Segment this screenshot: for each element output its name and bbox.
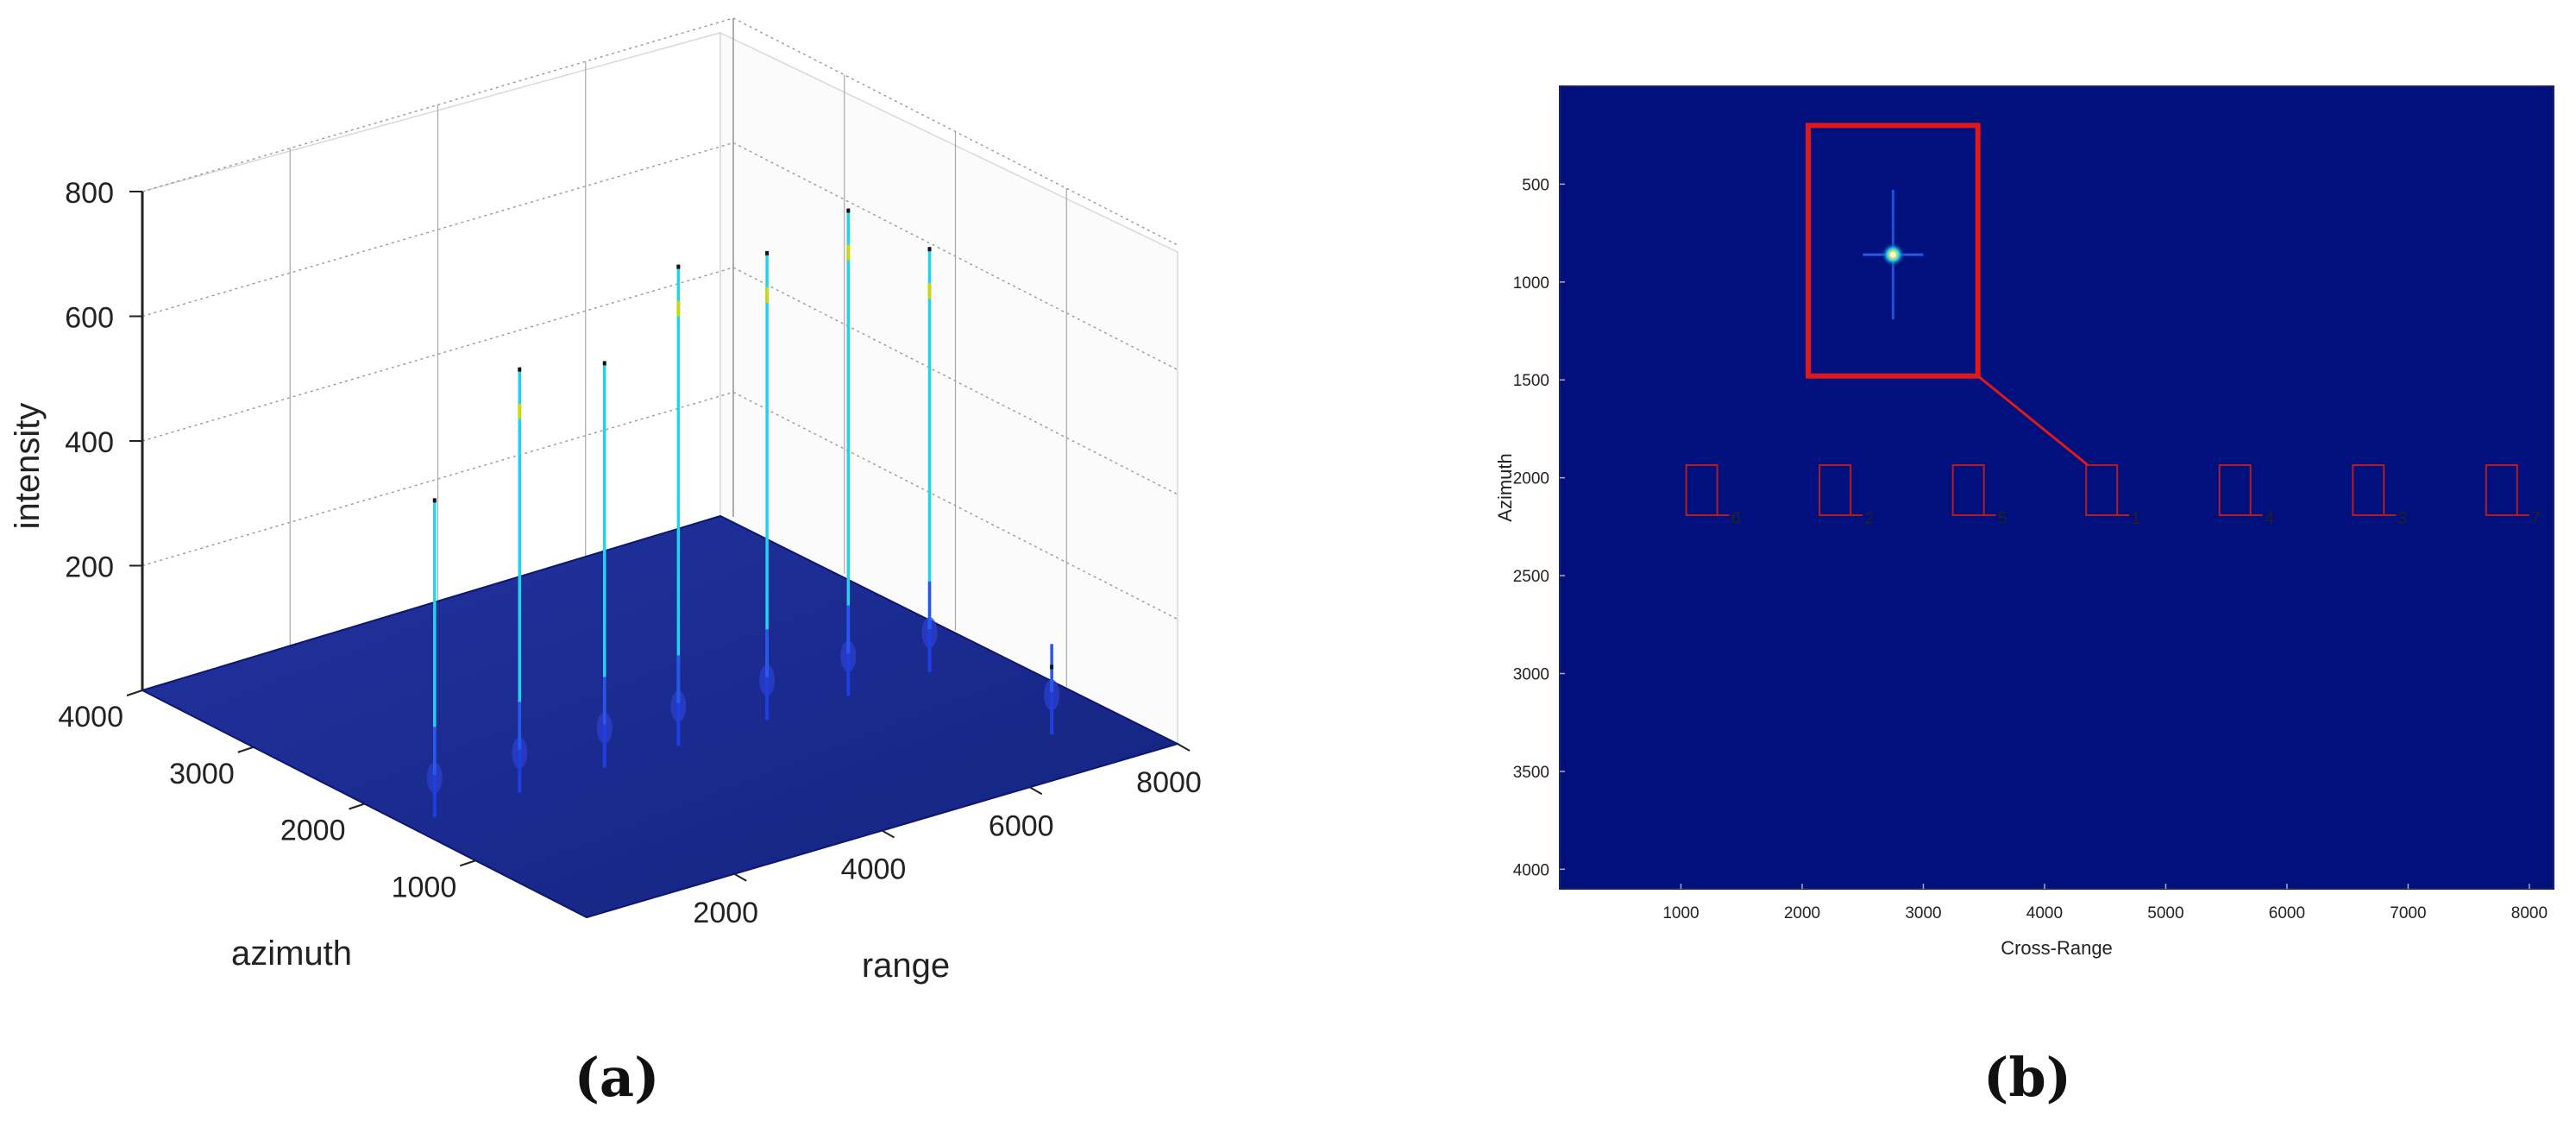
- cross-range-tick-label: 2000: [1784, 904, 1820, 922]
- azimuth-tick-label: 4000: [58, 701, 123, 733]
- z-axis-ticks: 200 400 600 800: [65, 177, 142, 584]
- target-label: 5: [1998, 509, 2007, 528]
- z-tick-label: 600: [65, 302, 114, 335]
- surface-peak: [1050, 644, 1054, 735]
- target-label: 4: [2265, 509, 2274, 528]
- cross-range-axis-ticks: 1000 2000 3000 4000 5000 6000 7000 8000: [1662, 884, 2548, 922]
- target-label: 2: [1864, 509, 1874, 528]
- target-box: 4: [2218, 464, 2274, 528]
- surface-peak: [927, 247, 932, 672]
- cross-range-tick-label: 6000: [2269, 904, 2305, 922]
- target-label: 3: [2397, 509, 2407, 528]
- cross-range-tick-label: 3000: [1905, 904, 1941, 922]
- azimuth-tick-mark: [126, 689, 143, 696]
- azimuth-tick-label-b: 3500: [1513, 764, 1549, 782]
- range-tick-mark: [1177, 743, 1191, 752]
- surface-peaks: [432, 208, 1054, 818]
- range-tick-label: 2000: [693, 897, 758, 929]
- azimuth-tick-label-b: 1500: [1513, 372, 1549, 390]
- range-tick-mark: [733, 872, 747, 882]
- heatmap-frame: [1559, 85, 2554, 890]
- range-tick-mark: [1029, 786, 1043, 796]
- z-tick-label: 200: [65, 551, 114, 584]
- azimuth-tick-label-b: 2000: [1513, 470, 1549, 488]
- surface-peak: [846, 208, 851, 696]
- panel-a-caption: (a): [575, 1046, 660, 1109]
- range-tick-label: 8000: [1136, 766, 1202, 799]
- range-axis-ticks: 2000 4000 6000 8000: [693, 743, 1202, 929]
- azimuth-tick-label: 3000: [169, 758, 235, 790]
- azimuth-axis-ticks-b: 500 1000 1500 2000 2500 3000 3500 4000: [1513, 176, 1565, 879]
- cross-range-tick-label: 7000: [2390, 904, 2426, 922]
- wall-grid: [141, 17, 1178, 688]
- surface-peak: [602, 361, 606, 768]
- surface-peak: [432, 498, 437, 818]
- azimuth-tick-label-b: 1000: [1513, 274, 1549, 293]
- heatmap-background: [1560, 86, 2554, 889]
- cross-range-tick-label: 1000: [1662, 904, 1699, 922]
- surface-peak: [765, 250, 770, 721]
- azimuth-tick-label-b: 500: [1522, 176, 1549, 194]
- target-box: 7: [2485, 464, 2541, 528]
- target-box: 3: [2352, 464, 2407, 528]
- azimuth-tick-mark: [459, 859, 476, 867]
- zoom-connector: [1976, 375, 2089, 467]
- target-box: 5: [1951, 464, 2007, 528]
- target-boxes: 6 2 5 1 4 3 7: [1685, 464, 2541, 528]
- panel-a-3d-surface: 200 400 600 800 1000 2000 3000 4000 2000 4000 60…: [9, 17, 1202, 1109]
- surface-peak: [676, 264, 681, 746]
- range-tick-label: 4000: [841, 853, 907, 886]
- azimuth-axis-ticks: 1000 2000 3000 4000: [58, 689, 476, 903]
- azimuth-tick-mark: [237, 746, 254, 753]
- azimuth-axis-label-b: Azimuth: [1494, 453, 1516, 521]
- azimuth-tick-label-b: 2500: [1513, 568, 1549, 586]
- zoom-inset-box: [1806, 123, 2089, 467]
- target-box: 2: [1819, 464, 1874, 528]
- surface-peak: [518, 367, 522, 793]
- panel-b-caption: (b): [1983, 1046, 2071, 1109]
- range-tick-label: 6000: [989, 809, 1054, 842]
- azimuth-tick-label-b: 3000: [1513, 665, 1549, 683]
- azimuth-tick-mark: [349, 803, 365, 810]
- target-label: 1: [2131, 509, 2140, 528]
- target-label: 7: [2531, 509, 2541, 528]
- azimuth-tick-label-b: 4000: [1513, 861, 1549, 879]
- bright-scatterer: [1863, 190, 1924, 320]
- cross-range-tick-label: 4000: [2026, 904, 2063, 922]
- azimuth-tick-label: 2000: [280, 815, 346, 847]
- cross-range-tick-label: 8000: [2511, 904, 2548, 922]
- cross-range-axis-label: Cross-Range: [2001, 937, 2113, 959]
- z-tick-label: 800: [65, 177, 114, 210]
- azimuth-axis-label: azimuth: [231, 935, 352, 973]
- range-axis-label: range: [862, 947, 950, 985]
- azimuth-tick-label: 1000: [392, 871, 457, 903]
- target-box: 1: [2085, 464, 2140, 528]
- target-box: 6: [1685, 464, 1741, 528]
- z-tick-label: 400: [65, 426, 114, 459]
- z-axis-label: intensity: [9, 403, 47, 530]
- target-label: 6: [1731, 509, 1741, 528]
- range-tick-mark: [882, 829, 895, 839]
- cross-range-tick-label: 5000: [2147, 904, 2183, 922]
